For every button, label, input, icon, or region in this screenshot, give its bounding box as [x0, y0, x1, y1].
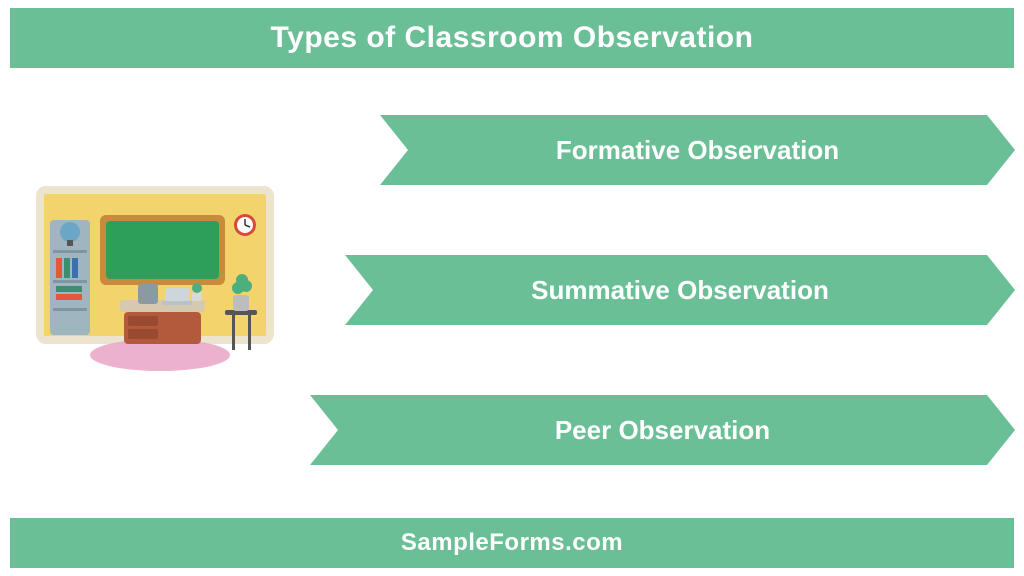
classroom-illustration [20, 180, 290, 380]
arrow-label: Peer Observation [555, 415, 770, 446]
header-bar: Types of Classroom Observation [10, 8, 1014, 68]
footer-bar: SampleForms.com [10, 518, 1014, 568]
arrow-item: Peer Observation [310, 395, 1015, 465]
arrow-label: Formative Observation [556, 135, 839, 166]
arrow-item: Summative Observation [345, 255, 1015, 325]
classroom-svg [20, 180, 290, 380]
arrow-label: Summative Observation [531, 275, 829, 306]
page-title: Types of Classroom Observation [271, 21, 754, 55]
arrow-item: Formative Observation [380, 115, 1015, 185]
footer-text: SampleForms.com [401, 529, 623, 557]
